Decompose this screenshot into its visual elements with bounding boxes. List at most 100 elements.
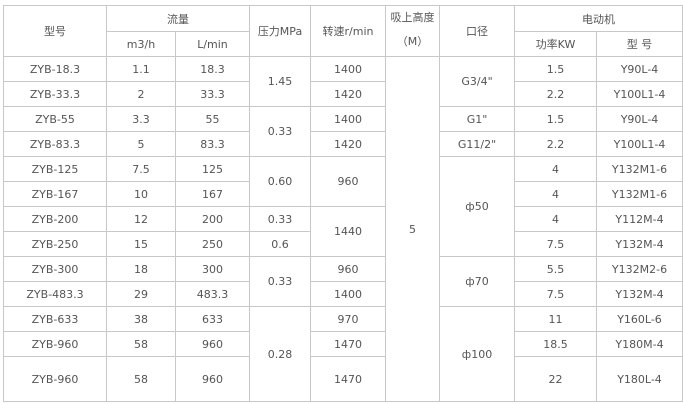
header-suction-height: 吸上高度 （M） (385, 5, 440, 57)
cell-caliber: G11/2" (439, 131, 515, 157)
table-row: ZYB-960 58 960 1470 18.5 Y180M-4 (3, 331, 683, 357)
cell-pressure: 1.45 (249, 56, 311, 107)
cell-model: ZYB-250 (3, 231, 107, 257)
cell-speed: 1470 (310, 331, 386, 357)
cell-speed: 960 (310, 156, 386, 207)
cell-model: ZYB-960 (3, 356, 107, 402)
cell-flow-lmin: 200 (175, 206, 250, 232)
cell-power: 2.2 (514, 131, 597, 157)
cell-power: 7.5 (514, 231, 597, 257)
table-row: ZYB-960 58 960 1470 22 Y180L-4 (3, 356, 683, 402)
cell-flow-lmin: 250 (175, 231, 250, 257)
table-row: ZYB-18.3 1.1 18.3 1.45 1400 5 G3/4" 1.5 Y90L-4 (3, 56, 683, 402)
cell-pressure: 0.6 (249, 231, 311, 257)
cell-speed: 1400 (310, 106, 386, 132)
cell-caliber: G1" (439, 106, 515, 132)
cell-flow-lmin: 960 (175, 356, 250, 402)
cell-flow-lmin: 300 (175, 256, 250, 282)
cell-power: 4 (514, 206, 597, 232)
header-flow: 流量 (106, 5, 250, 32)
cell-model: ZYB-300 (3, 256, 107, 282)
header-flow-m3h: m3/h (106, 31, 176, 57)
cell-motor-model: Y132M-4 (596, 281, 683, 307)
cell-speed: 1440 (310, 206, 386, 257)
cell-model: ZYB-167 (3, 181, 107, 207)
cell-flow-lmin: 633 (175, 306, 250, 332)
cell-speed: 960 (310, 256, 386, 282)
table-row: ZYB-167 10 167 4 Y132M1-6 (3, 181, 683, 207)
cell-power: 1.5 (514, 106, 597, 132)
table-row: ZYB-483.3 29 483.3 1400 7.5 Y132M-4 (3, 281, 683, 307)
cell-model: ZYB-33.3 (3, 81, 107, 107)
cell-flow-m3h: 58 (106, 331, 176, 357)
cell-power: 7.5 (514, 281, 597, 307)
cell-speed: 1400 (310, 56, 386, 82)
cell-speed: 970 (310, 306, 386, 332)
cell-motor-model: Y100L1-4 (596, 131, 683, 157)
cell-flow-m3h: 15 (106, 231, 176, 257)
cell-flow-m3h: 10 (106, 181, 176, 207)
cell-power: 18.5 (514, 331, 597, 357)
cell-power: 4 (514, 156, 597, 182)
table-row: ZYB-55 3.3 55 0.33 1400 G1" 1.5 Y90L-4 (3, 106, 683, 157)
cell-motor-model: Y90L-4 (596, 56, 683, 82)
cell-flow-m3h: 58 (106, 356, 176, 402)
cell-motor-model: Y160L-6 (596, 306, 683, 332)
cell-power: 4 (514, 181, 597, 207)
cell-model: ZYB-960 (3, 331, 107, 357)
cell-flow-lmin: 83.3 (175, 131, 250, 157)
cell-motor-model: Y100L1-4 (596, 81, 683, 107)
cell-speed: 1420 (310, 131, 386, 157)
cell-caliber: ф70 (439, 256, 515, 307)
cell-flow-m3h: 7.5 (106, 156, 176, 182)
cell-flow-lmin: 483.3 (175, 281, 250, 307)
cell-motor-model: Y132M-4 (596, 231, 683, 257)
cell-caliber: ф50 (439, 156, 515, 257)
cell-speed: 1470 (310, 356, 386, 402)
table-row: ZYB-200 12 200 0.33 1440 4 Y112M-4 (3, 206, 683, 257)
table-row: ZYB-83.3 5 83.3 1420 G11/2" 2.2 Y100L1-4 (3, 131, 683, 157)
header-flow-lmin: L/min (175, 31, 250, 57)
table-row: ZYB-250 15 250 0.6 7.5 Y132M-4 (3, 231, 683, 257)
cell-flow-m3h: 3.3 (106, 106, 176, 132)
cell-suction-height: 5 (385, 56, 440, 402)
cell-motor-model: Y132M2-6 (596, 256, 683, 282)
table-row: ZYB-300 18 300 0.33 960 ф70 5.5 Y132M2-6 (3, 256, 683, 307)
cell-motor-model: Y132M1-6 (596, 156, 683, 182)
cell-flow-m3h: 5 (106, 131, 176, 157)
cell-speed: 1420 (310, 81, 386, 107)
pump-spec-table: 型号 流量 压力MPa 转速r/min 吸上高度 （M） 口径 电动机 m3/h… (3, 5, 683, 402)
cell-model: ZYB-83.3 (3, 131, 107, 157)
cell-speed: 1400 (310, 281, 386, 307)
cell-flow-lmin: 33.3 (175, 81, 250, 107)
header-suction-height-unit: （M） (396, 35, 429, 48)
cell-pressure: 0.33 (249, 256, 311, 307)
cell-power: 5.5 (514, 256, 597, 282)
cell-model: ZYB-125 (3, 156, 107, 182)
cell-flow-m3h: 12 (106, 206, 176, 232)
cell-model: ZYB-18.3 (3, 56, 107, 82)
header-speed: 转速r/min (310, 5, 386, 57)
cell-caliber: ф100 (439, 306, 515, 402)
cell-power: 2.2 (514, 81, 597, 107)
cell-flow-m3h: 38 (106, 306, 176, 332)
cell-model: ZYB-55 (3, 106, 107, 132)
cell-power: 11 (514, 306, 597, 332)
cell-pressure: 0.33 (249, 206, 311, 232)
header-caliber: 口径 (439, 5, 515, 57)
cell-flow-lmin: 167 (175, 181, 250, 207)
cell-caliber: G3/4" (439, 56, 515, 107)
header-motor: 电动机 (514, 5, 683, 32)
table-row: ZYB-125 7.5 125 0.60 960 ф50 4 Y132M1-6 (3, 156, 683, 257)
header-power: 功率KW (514, 31, 597, 57)
cell-flow-lmin: 125 (175, 156, 250, 182)
cell-motor-model: Y112M-4 (596, 206, 683, 232)
cell-flow-m3h: 2 (106, 81, 176, 107)
table-row: ZYB-633 38 633 0.28 970 ф100 11 Y160L-6 (3, 306, 683, 402)
cell-model: ZYB-633 (3, 306, 107, 332)
cell-model: ZYB-483.3 (3, 281, 107, 307)
cell-flow-lmin: 55 (175, 106, 250, 132)
cell-pressure: 0.60 (249, 156, 311, 207)
cell-motor-model: Y180M-4 (596, 331, 683, 357)
header-model: 型号 (3, 5, 107, 57)
